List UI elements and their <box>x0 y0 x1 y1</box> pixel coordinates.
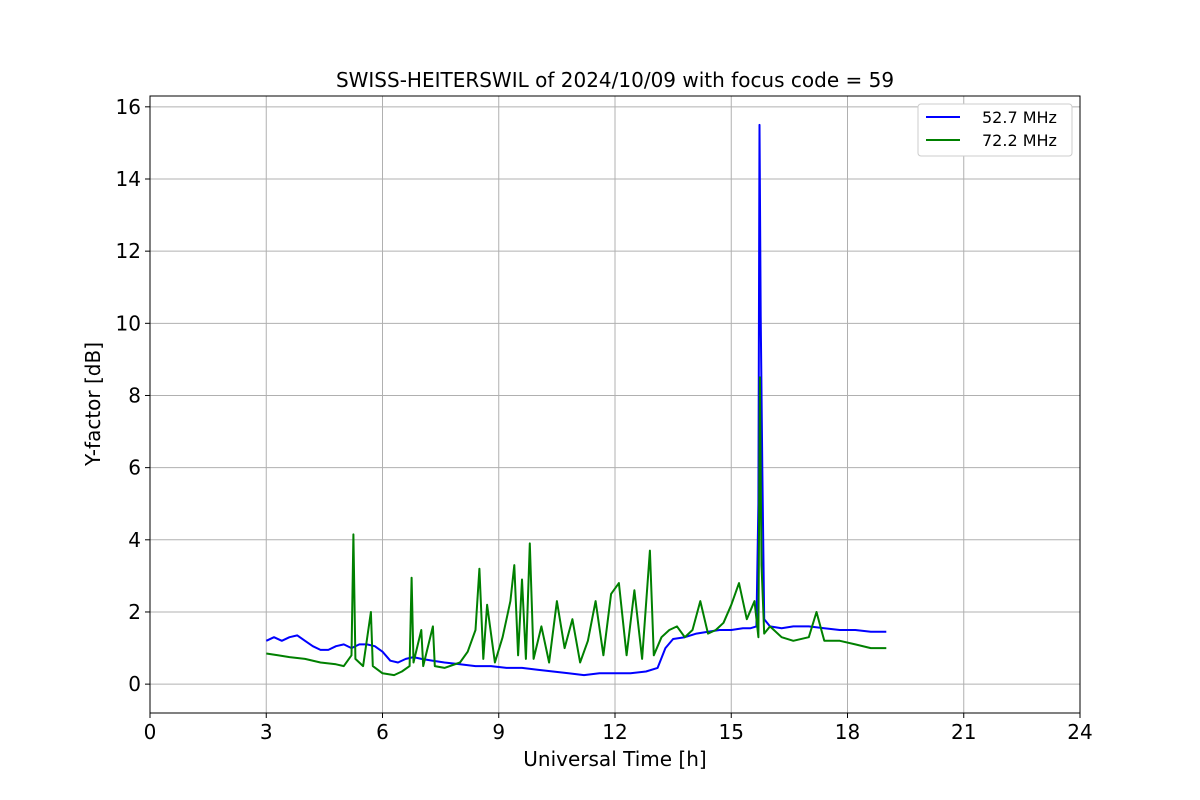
y-axis-label: Y-factor [dB] <box>81 342 105 467</box>
legend: 52.7 MHz 72.2 MHz <box>917 103 1073 157</box>
x-axis-label: Universal Time [h] <box>523 747 706 771</box>
y-tick-label: 12 <box>116 239 141 263</box>
x-tick-label: 0 <box>144 720 157 744</box>
y-tick-label: 2 <box>128 600 141 624</box>
y-axis-ticks: 0 2 4 6 8 10 12 14 16 <box>116 95 150 696</box>
y-tick-label: 14 <box>116 167 141 191</box>
legend-label-72-2: 72.2 MHz <box>982 131 1057 150</box>
x-tick-label: 9 <box>492 720 505 744</box>
x-tick-label: 18 <box>835 720 860 744</box>
y-tick-label: 6 <box>128 456 141 480</box>
y-tick-label: 0 <box>128 672 141 696</box>
x-tick-label: 12 <box>602 720 627 744</box>
x-tick-label: 15 <box>719 720 744 744</box>
y-tick-label: 4 <box>128 528 141 552</box>
x-tick-label: 24 <box>1067 720 1092 744</box>
x-axis-ticks: 0 3 6 9 12 15 18 21 24 <box>144 713 1093 744</box>
x-tick-label: 3 <box>260 720 273 744</box>
series-lines <box>265 123 887 677</box>
legend-label-52-7: 52.7 MHz <box>982 108 1057 127</box>
series-line-52-7-mhz <box>265 123 887 677</box>
x-tick-label: 6 <box>376 720 389 744</box>
y-tick-label: 8 <box>128 383 141 407</box>
y-tick-label: 10 <box>116 311 141 335</box>
x-tick-label: 21 <box>951 720 976 744</box>
chart-title: SWISS-HEITERSWIL of 2024/10/09 with focu… <box>336 68 894 92</box>
series-line-72-2-mhz <box>266 376 887 677</box>
y-tick-label: 16 <box>116 95 141 119</box>
